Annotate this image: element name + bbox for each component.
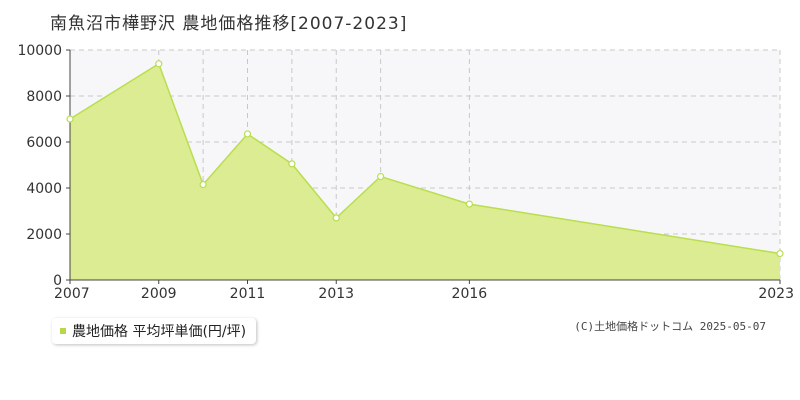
- data-point: [776, 249, 784, 258]
- data-point: [377, 172, 385, 181]
- x-axis-ticks: 2007 2009 2011 2013 2016 2023: [54, 280, 794, 302]
- y-tick-label: 8000: [26, 89, 62, 105]
- y-tick-label: 2000: [26, 227, 62, 243]
- data-point: [288, 160, 296, 168]
- x-tick-label: 2023: [758, 286, 794, 302]
- y-tick-label: 6000: [26, 135, 62, 151]
- data-point: [465, 200, 473, 208]
- x-tick-label: 2011: [230, 286, 266, 302]
- chart-title: 南魚沼市樺野沢 農地価格推移[2007-2023]: [50, 14, 408, 34]
- y-axis-ticks: 0 2000 4000 6000 8000 10000: [17, 43, 70, 289]
- x-tick-label: 2016: [452, 286, 488, 302]
- legend: 農地価格 平均坪単価(円/坪): [52, 318, 257, 344]
- legend-label: 農地価格 平均坪単価(円/坪): [72, 324, 247, 340]
- axes: [69, 50, 780, 281]
- data-point: [243, 130, 252, 138]
- data-point: [155, 60, 163, 68]
- data-points: [66, 60, 784, 258]
- x-tick-label: 2007: [54, 286, 90, 302]
- y-tick-label: 4000: [26, 181, 62, 197]
- data-point: [66, 115, 74, 123]
- legend-swatch: [60, 328, 66, 334]
- data-point: [199, 180, 207, 189]
- y-tick-label: 10000: [17, 43, 62, 59]
- x-tick-label: 2009: [141, 286, 177, 302]
- copyright-text: (C)土地価格ドットコム 2025-05-07: [574, 320, 766, 333]
- data-point: [332, 214, 340, 222]
- x-tick-label: 2013: [318, 286, 354, 302]
- y-tick-label: 0: [53, 273, 62, 289]
